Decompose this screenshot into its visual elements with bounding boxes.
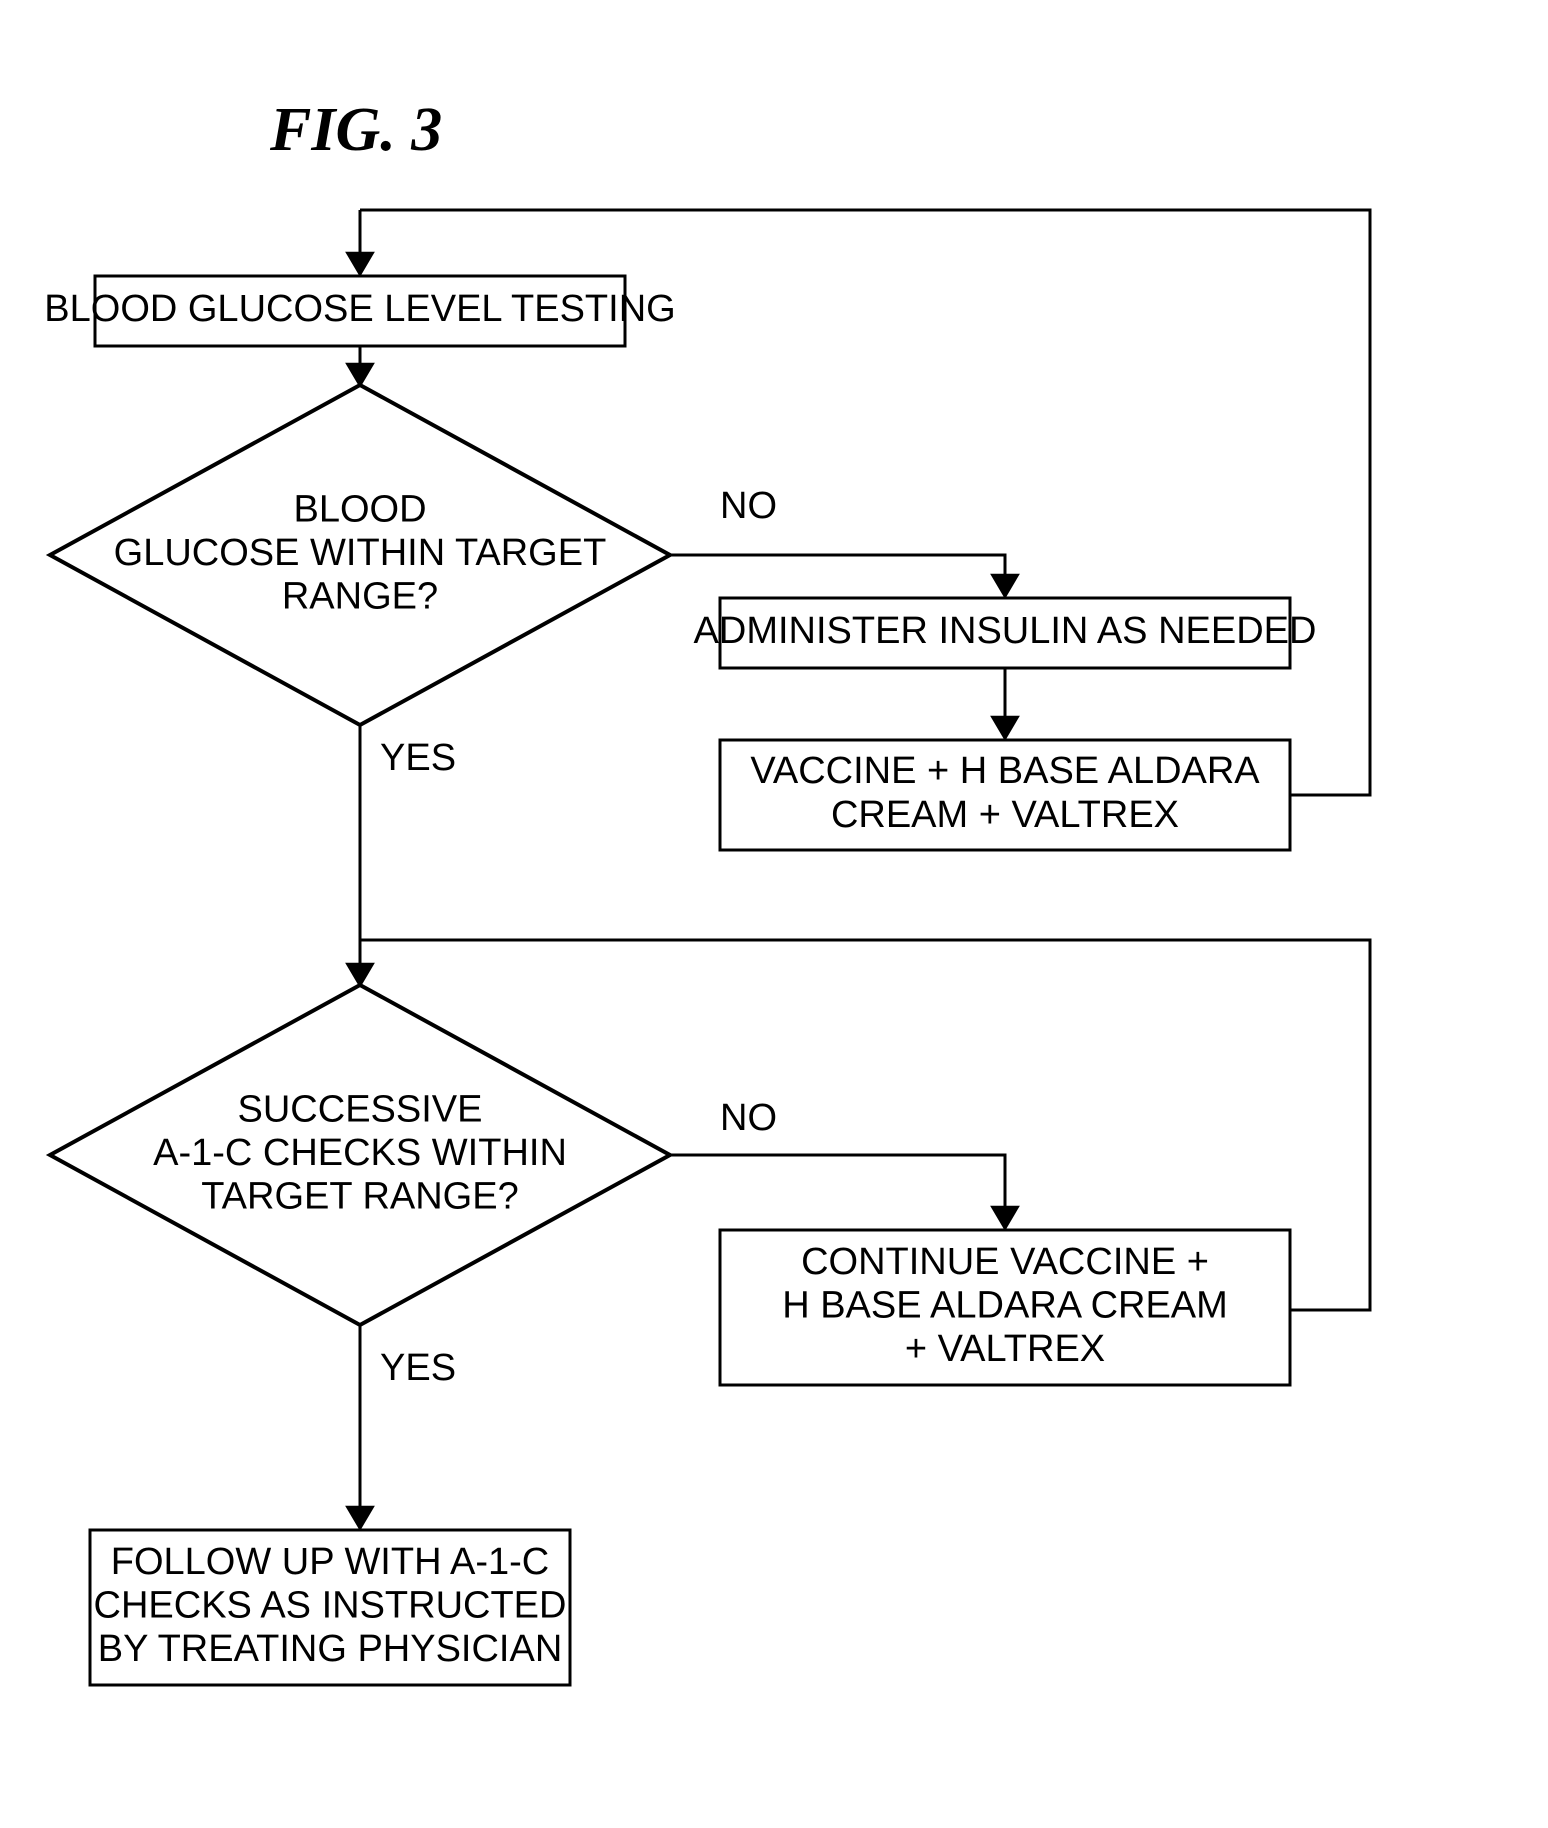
svg-text:+ VALTREX: + VALTREX: [905, 1328, 1105, 1370]
svg-text:CHECKS AS INSTRUCTED: CHECKS AS INSTRUCTED: [94, 1585, 567, 1627]
svg-text:BLOOD: BLOOD: [293, 488, 426, 530]
svg-text:CREAM + VALTREX: CREAM + VALTREX: [831, 794, 1179, 836]
label-yes1: YES: [380, 737, 456, 779]
edge-e_d2_no: [670, 1155, 1005, 1230]
svg-text:ADMINISTER INSULIN AS NEEDED: ADMINISTER INSULIN AS NEEDED: [694, 610, 1317, 652]
edge-e_d1_no: [670, 555, 1005, 598]
svg-text:GLUCOSE WITHIN TARGET: GLUCOSE WITHIN TARGET: [114, 532, 607, 574]
svg-text:VACCINE + H BASE ALDARA: VACCINE + H BASE ALDARA: [750, 750, 1260, 792]
label-yes2: YES: [380, 1347, 456, 1389]
figure-title: FIG. 3: [269, 96, 442, 164]
svg-text:TARGET RANGE?: TARGET RANGE?: [201, 1176, 518, 1218]
svg-text:CONTINUE VACCINE +: CONTINUE VACCINE +: [801, 1241, 1209, 1283]
label-no2: NO: [720, 1097, 777, 1139]
svg-text:RANGE?: RANGE?: [282, 576, 438, 618]
svg-text:FOLLOW UP WITH A-1-C: FOLLOW UP WITH A-1-C: [111, 1541, 549, 1583]
svg-text:SUCCESSIVE: SUCCESSIVE: [238, 1088, 483, 1130]
svg-text:BLOOD GLUCOSE LEVEL TESTING: BLOOD GLUCOSE LEVEL TESTING: [44, 288, 675, 330]
svg-text:H BASE ALDARA CREAM: H BASE ALDARA CREAM: [782, 1285, 1228, 1327]
svg-text:BY TREATING PHYSICIAN: BY TREATING PHYSICIAN: [98, 1628, 563, 1670]
svg-text:A-1-C CHECKS WITHIN: A-1-C CHECKS WITHIN: [153, 1132, 567, 1174]
label-no1: NO: [720, 485, 777, 527]
